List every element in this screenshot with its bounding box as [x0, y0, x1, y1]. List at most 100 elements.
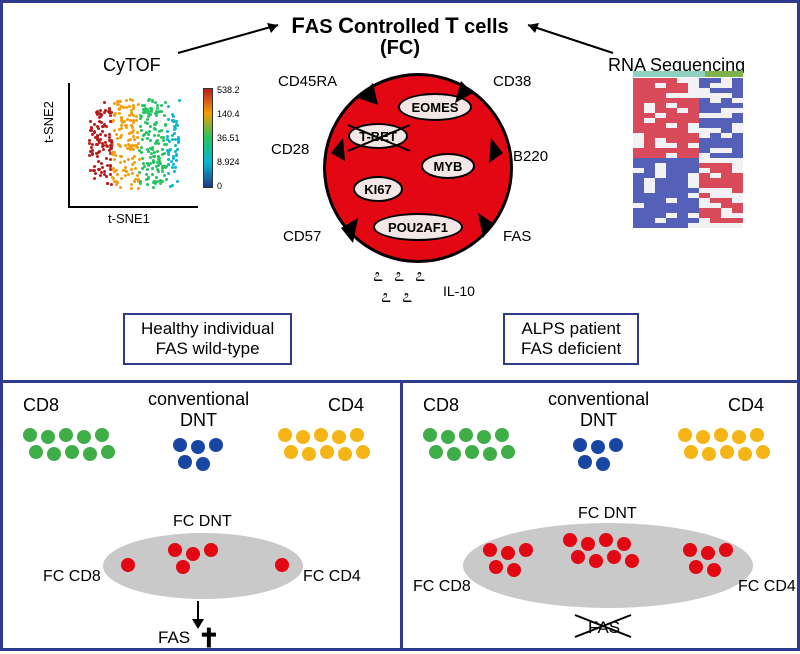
cell-dot	[41, 430, 55, 444]
br-label-convdnt: conventional DNT	[548, 389, 649, 431]
cell-dot	[596, 457, 610, 471]
cell-dot	[507, 563, 521, 577]
tsne-chart: t-SNE2 t-SNE1 538.2 140.4 36.51 8.924 0	[43, 83, 223, 233]
cell-dot	[625, 554, 639, 568]
cell-dot	[191, 440, 205, 454]
cell-dot	[684, 445, 698, 459]
cb-tick-3: 8.924	[217, 157, 240, 167]
bl-label-fcdnt: FC DNT	[173, 513, 232, 531]
br-label-fcdnt: FC DNT	[578, 505, 637, 523]
cell-dot	[209, 438, 223, 452]
cell-dot	[284, 445, 298, 459]
cell-dot	[519, 543, 533, 557]
cell-dot	[707, 563, 721, 577]
cell-dot	[714, 428, 728, 442]
il10-secretion-icon: ೭ ೭ ೭ ೭ ೭	[373, 265, 428, 307]
cell-dot	[47, 447, 61, 461]
cell-dot	[483, 543, 497, 557]
box-alps-l2: FAS deficient	[521, 339, 621, 359]
cell-dot	[59, 428, 73, 442]
cell-dot	[495, 428, 509, 442]
bottom-panel-healthy: CD8 conventional DNT CD4 FC DNT FC CD8 F…	[3, 383, 400, 651]
top-panel: FAS Controlled T cells (FC) CyTOF RNA Se…	[3, 3, 797, 383]
cell-dot	[332, 430, 346, 444]
heatmap-header	[633, 71, 743, 77]
cell-dot	[314, 428, 328, 442]
box-alps: ALPS patient FAS deficient	[503, 313, 639, 365]
cell-dot	[459, 428, 473, 442]
cell-dot	[719, 543, 733, 557]
box-alps-l1: ALPS patient	[521, 319, 621, 339]
cell-dot	[465, 445, 479, 459]
cell-dot	[617, 537, 631, 551]
cell-dot	[168, 543, 182, 557]
cell-dot	[77, 430, 91, 444]
cell-dot	[756, 445, 770, 459]
cell-dot	[501, 445, 515, 459]
cell-dot	[678, 428, 692, 442]
cell-dot	[573, 438, 587, 452]
bl-label-fas: FAS	[158, 628, 190, 648]
cell-dot	[696, 430, 710, 444]
cell-dot	[702, 447, 716, 461]
bl-death-cross-icon: ✝	[198, 623, 220, 654]
cell-dot	[609, 438, 623, 452]
tsne-xlabel: t-SNE1	[108, 211, 150, 226]
bottom-panel-alps: CD8 conventional DNT CD4 FC DNT FC CD8 F…	[403, 383, 800, 651]
cb-tick-2: 36.51	[217, 133, 240, 143]
cell-dot	[350, 428, 364, 442]
cell-dot	[65, 445, 79, 459]
cell-dot	[29, 445, 43, 459]
cell-dot	[599, 533, 613, 547]
cell-dot	[683, 543, 697, 557]
label-cd45ra: CD45RA	[278, 73, 337, 90]
cell-dot	[196, 457, 210, 471]
cell-dot	[176, 560, 190, 574]
cell-dot	[356, 445, 370, 459]
cell-dot	[607, 550, 621, 564]
cell-dot	[477, 430, 491, 444]
label-cd38: CD38	[493, 73, 531, 90]
cell-dot	[578, 455, 592, 469]
cell-dot	[591, 440, 605, 454]
cb-tick-0: 538.2	[217, 85, 240, 95]
label-fas: FAS	[503, 228, 531, 245]
label-b220: B220	[513, 148, 548, 165]
figure-container: FAS Controlled T cells (FC) CyTOF RNA Se…	[0, 0, 800, 651]
box-healthy-l1: Healthy individual	[141, 319, 274, 339]
label-cd57: CD57	[283, 228, 321, 245]
cb-tick-1: 140.4	[217, 109, 240, 119]
bl-label-fccd4: FC CD4	[303, 568, 361, 586]
cell-dot	[732, 430, 746, 444]
cell-dot	[302, 447, 316, 461]
cell-dot	[121, 558, 135, 572]
tsne-scatter	[68, 83, 198, 208]
cell-dot	[589, 554, 603, 568]
cell-dot	[83, 447, 97, 461]
label-cd28: CD28	[271, 141, 309, 158]
cell-dot	[489, 560, 503, 574]
box-healthy-l2: FAS wild-type	[141, 339, 274, 359]
cell-dot	[423, 428, 437, 442]
bl-label-cd8: CD8	[23, 395, 59, 416]
tsne-colorbar	[203, 88, 213, 188]
cell-dot	[275, 558, 289, 572]
cell-dot	[701, 546, 715, 560]
cell-dot	[501, 546, 515, 560]
cell-dot	[750, 428, 764, 442]
cell-dot	[563, 533, 577, 547]
bl-label-convdnt: conventional DNT	[148, 389, 249, 431]
cell-dot	[278, 428, 292, 442]
cell-dot	[571, 550, 585, 564]
cell-dot	[720, 445, 734, 459]
cell-dot	[689, 560, 703, 574]
cell-dot	[483, 447, 497, 461]
cb-tick-4: 0	[217, 181, 222, 191]
cell-dot	[204, 543, 218, 557]
cell-dot	[338, 447, 352, 461]
bl-label-cd4: CD4	[328, 395, 364, 416]
br-label-fccd4: FC CD4	[738, 578, 796, 596]
tsne-ylabel: t-SNE2	[41, 101, 56, 143]
bl-label-fccd8: FC CD8	[43, 568, 101, 586]
cell-dot	[95, 428, 109, 442]
